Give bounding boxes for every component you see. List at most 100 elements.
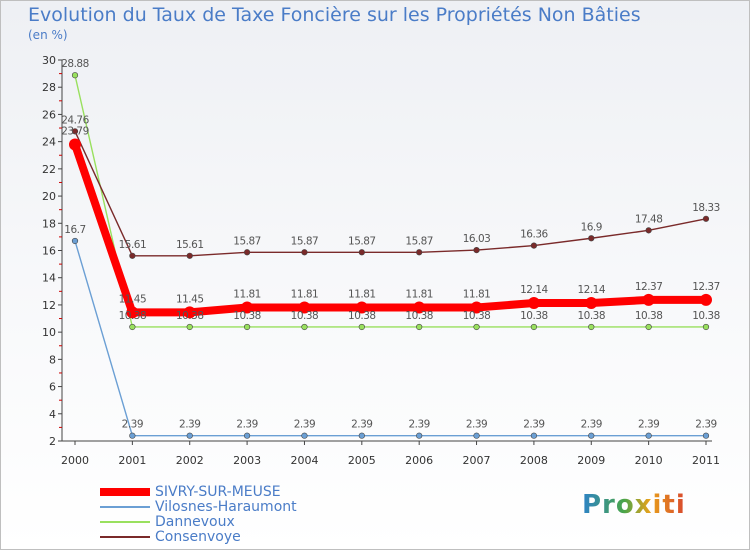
series-sivry-sur-meuse — [69, 138, 712, 319]
data-point — [186, 323, 193, 331]
data-point — [298, 301, 311, 314]
data-label: 11.45 — [119, 293, 147, 305]
data-point — [470, 301, 483, 314]
data-label: 24.76 — [61, 114, 89, 126]
series-line — [74, 130, 707, 257]
data-point — [71, 237, 79, 245]
data-label: 2.39 — [294, 419, 315, 431]
data-label: 10.38 — [577, 310, 605, 322]
x-tick-label: 2001 — [118, 454, 146, 467]
data-label: 15.61 — [176, 239, 204, 251]
data-point — [358, 249, 365, 256]
chart-data-labels: 23.79 11.45 11.45 11.81 11.81 11.81 11.81 11.81… — [61, 58, 720, 430]
x-tick-label: 2004 — [290, 454, 318, 467]
data-point — [702, 215, 710, 222]
data-point — [301, 249, 308, 256]
data-label: 16.7 — [64, 224, 85, 236]
data-point — [301, 432, 308, 439]
data-label: 11.81 — [291, 289, 319, 301]
data-label: 11.45 — [176, 293, 204, 305]
data-label: 15.61 — [119, 239, 147, 251]
y-tick-label: 2 — [49, 435, 56, 448]
proxiti-logo: Proxiti — [582, 490, 686, 520]
data-point — [129, 252, 136, 259]
data-label: 15.87 — [291, 235, 319, 247]
data-point — [71, 128, 79, 135]
data-point — [71, 72, 79, 79]
data-label: 10.38 — [463, 310, 491, 322]
data-label: 2.39 — [581, 419, 602, 431]
data-label: 2.39 — [236, 419, 257, 431]
data-point — [413, 301, 426, 314]
data-label: 16.36 — [520, 229, 548, 241]
legend-label: Vilosnes-Haraumont — [155, 499, 297, 515]
chart-series — [69, 72, 712, 439]
data-point — [416, 249, 423, 256]
data-label: 12.37 — [635, 281, 663, 293]
legend-label: Dannevoux — [155, 514, 235, 530]
data-label: 10.38 — [692, 310, 720, 322]
x-tick-label: 2011 — [692, 454, 720, 467]
data-label: 12.37 — [692, 281, 720, 293]
legend-swatch — [100, 506, 150, 508]
data-point — [129, 323, 136, 331]
y-tick-label: 12 — [42, 299, 56, 312]
data-label: 10.38 — [405, 310, 433, 322]
data-label: 12.14 — [577, 284, 605, 296]
data-label: 2.39 — [523, 419, 544, 431]
data-point — [473, 246, 480, 254]
legend-item: SIVRY-SUR-MEUSE — [100, 485, 330, 500]
data-point — [473, 432, 480, 439]
data-point — [645, 227, 652, 234]
y-tick-label: 14 — [42, 272, 56, 285]
y-tick-label: 18 — [42, 217, 56, 230]
legend-label: SIVRY-SUR-MEUSE — [155, 484, 281, 500]
series-vilosnes-haraumont — [71, 237, 710, 439]
y-tick-label: 26 — [42, 108, 56, 121]
y-tick-label: 20 — [42, 190, 56, 203]
chart-unit-label: (en %) — [28, 28, 68, 42]
data-point — [416, 432, 423, 439]
data-label: 10.38 — [291, 310, 319, 322]
data-label: 16.9 — [581, 221, 602, 233]
data-point — [416, 323, 423, 331]
data-label: 28.88 — [61, 58, 89, 70]
data-label: 16.03 — [463, 233, 491, 245]
data-point — [358, 323, 365, 331]
series-consenvoye — [71, 128, 710, 259]
data-point — [700, 293, 712, 306]
data-point — [642, 293, 655, 306]
data-label: 11.81 — [348, 289, 376, 301]
data-point — [358, 432, 365, 439]
data-label: 23.79 — [61, 126, 89, 138]
data-label: 2.39 — [408, 419, 429, 431]
data-label: 10.38 — [176, 310, 204, 322]
data-point — [183, 306, 196, 319]
data-point — [69, 138, 81, 151]
y-tick-label: 28 — [42, 81, 56, 94]
data-point — [588, 235, 595, 242]
x-tick-label: 2010 — [635, 454, 663, 467]
data-point — [355, 301, 368, 314]
y-tick-label: 8 — [49, 353, 56, 366]
y-tick-label: 30 — [42, 54, 56, 67]
data-point — [530, 432, 538, 439]
data-point — [129, 432, 136, 439]
data-point — [530, 323, 538, 331]
y-tick-label: 6 — [49, 381, 56, 394]
data-label: 15.87 — [348, 235, 376, 247]
legend-item: Dannevoux — [100, 515, 330, 530]
data-point — [186, 252, 193, 259]
legend-swatch — [100, 488, 150, 496]
data-point — [702, 432, 710, 439]
data-label: 11.81 — [405, 289, 433, 301]
data-point — [645, 432, 652, 439]
data-point — [186, 432, 193, 439]
legend-swatch — [100, 536, 150, 538]
data-point — [126, 306, 139, 319]
x-tick-label: 2006 — [405, 454, 433, 467]
data-label: 2.39 — [466, 419, 487, 431]
data-label: 2.39 — [695, 419, 716, 431]
x-tick-label: 2005 — [348, 454, 376, 467]
